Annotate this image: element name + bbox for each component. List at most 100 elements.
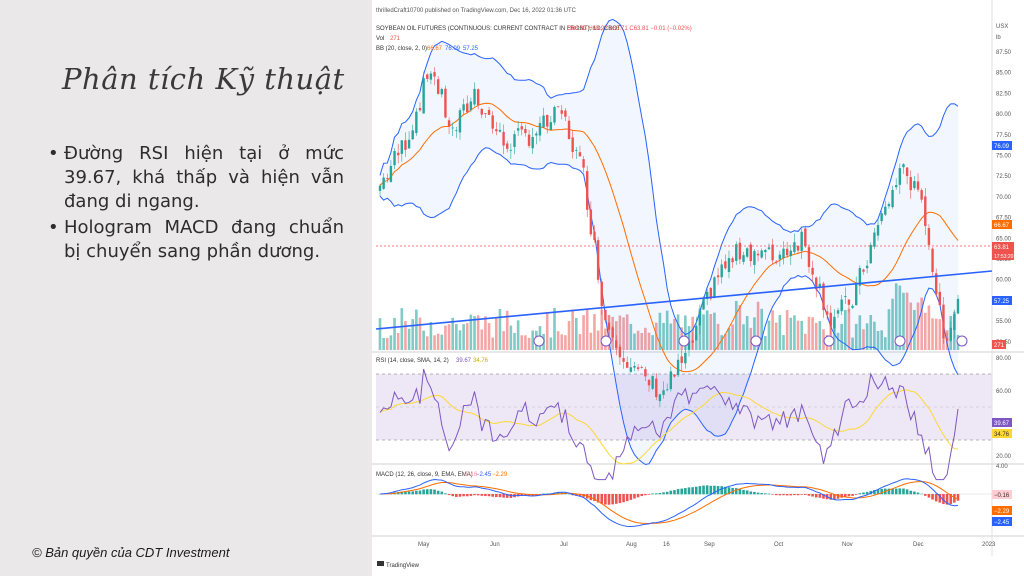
macd-hist-bar	[415, 490, 418, 495]
volume-bar	[509, 325, 513, 350]
volume-bar	[545, 311, 549, 350]
candle-body	[495, 129, 498, 132]
volume-bar	[822, 329, 825, 350]
candle-body	[466, 103, 469, 113]
macd-hist-bar	[902, 488, 905, 495]
candle-body	[705, 291, 709, 300]
volume-bar	[727, 327, 731, 350]
volume-bar	[916, 302, 920, 350]
candle-body	[418, 107, 422, 111]
bb-lower-line	[379, 147, 959, 466]
volume-bar	[811, 317, 814, 350]
candle-body	[771, 244, 774, 261]
candle-body	[509, 149, 513, 151]
volume-bar	[498, 309, 502, 350]
volume-bar	[484, 316, 487, 350]
candle-body	[884, 206, 887, 215]
macd-hist-bar	[734, 488, 738, 495]
candle-body	[422, 78, 425, 114]
volume-bar	[684, 315, 687, 350]
candle-body	[844, 296, 847, 297]
candle-body	[596, 240, 600, 280]
badge-macd-signal	[992, 506, 1012, 515]
volume-bar	[651, 335, 654, 350]
macd-hist-bar	[782, 494, 785, 496]
candle-body	[887, 204, 891, 207]
volume-bar	[618, 315, 622, 350]
volume-bar	[847, 308, 851, 350]
macd-hist-bar	[880, 488, 883, 495]
candle-body	[804, 228, 807, 247]
volume-bar	[382, 337, 385, 350]
macd-hist-bar	[753, 491, 756, 495]
badge-bb-lower-text: 57.25	[994, 299, 1010, 305]
candle-body	[753, 251, 756, 265]
candle-body	[447, 120, 451, 127]
candle-body	[520, 126, 523, 130]
candle-body	[546, 114, 549, 127]
candle-body	[880, 213, 883, 222]
candle-body	[920, 190, 923, 200]
badge-bb-upper	[992, 141, 1012, 150]
volume-bar	[883, 337, 887, 350]
candle-body	[938, 291, 942, 306]
macd-hist-bar	[618, 494, 622, 504]
macd-hist-bar	[764, 493, 767, 495]
tradingview-chart: thrilledCraft10700 published on TradingV…	[372, 0, 1024, 569]
macd-hist-bar	[604, 494, 607, 505]
macd-hist-bar	[407, 491, 411, 495]
volume-bar	[418, 317, 422, 350]
candle-body	[669, 371, 673, 390]
volume-bar	[378, 318, 382, 350]
macd-hist-bar	[611, 494, 614, 505]
macd-hist-bar	[673, 490, 676, 495]
badge-vol	[992, 340, 1006, 349]
macd-hist-bar	[905, 489, 909, 495]
bullet-rsi: Đường RSI hiện tại ở mức 39.67, khá thấp…	[48, 142, 344, 214]
candle-body	[945, 338, 949, 341]
volume-bar	[876, 330, 880, 350]
macd-hist-bar	[814, 494, 818, 498]
event-markers[interactable]	[533, 335, 968, 347]
macd-hist-bar	[894, 488, 898, 495]
candle-body	[778, 254, 782, 260]
volume-bar	[785, 310, 789, 350]
volume-bar	[654, 322, 658, 350]
macd-hist-bar	[484, 494, 487, 497]
trendline[interactable]	[375, 270, 993, 330]
volume-bar	[931, 318, 934, 350]
macd-hist-bar	[942, 494, 945, 505]
candle-body	[611, 327, 614, 338]
volume-bar	[622, 317, 625, 350]
volume-bar	[840, 323, 843, 350]
candle-body	[716, 275, 720, 278]
macd-hist-bar	[774, 494, 778, 496]
volume-bar	[385, 337, 389, 350]
badge-bb-basis-text: 66.67	[994, 223, 1010, 229]
candle-body	[735, 244, 738, 261]
candle-body	[575, 149, 578, 151]
candle-body	[756, 253, 760, 256]
candle-body	[815, 277, 818, 290]
price-tick: 60.00	[996, 278, 1012, 284]
macd-hist-bar	[804, 494, 807, 495]
macd-hist-bar	[451, 494, 455, 497]
candle-body	[480, 108, 483, 115]
volume-bar	[556, 331, 560, 350]
candle-body	[720, 264, 723, 278]
badge-vol-text: 271	[994, 343, 1005, 349]
macd-hist-bar	[422, 489, 425, 495]
rsi-line	[379, 368, 959, 481]
candle-body	[658, 394, 662, 402]
volume-bar	[389, 335, 393, 350]
volume-bar	[854, 323, 858, 350]
candle-body	[680, 356, 683, 363]
macd-hist-bar	[931, 494, 934, 500]
macd-histogram	[378, 485, 960, 505]
macd-hist-bar	[913, 491, 916, 495]
copyright-text: © Bản quyền của CDT Investment	[32, 545, 230, 560]
volume-bar	[844, 310, 847, 350]
candle-body	[513, 134, 516, 147]
candle-body	[382, 177, 385, 189]
candle-body	[426, 74, 429, 79]
